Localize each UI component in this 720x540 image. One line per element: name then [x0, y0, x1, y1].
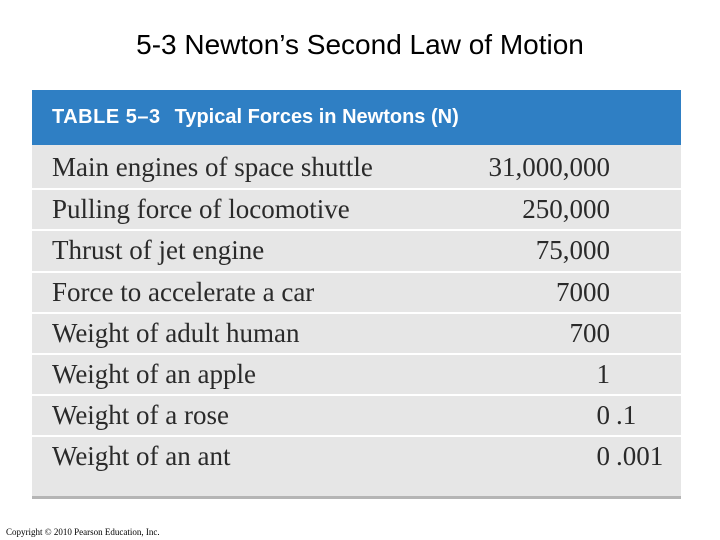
copyright-notice: Copyright © 2010 Pearson Education, Inc. [6, 527, 160, 537]
row-value: 75,000 [535, 235, 610, 266]
table-row: Weight of a rose 0 .1 [32, 394, 681, 435]
table-row: Weight of an ant 0 .001 [32, 435, 681, 476]
row-label: Weight of an apple [52, 359, 257, 390]
table-row: Main engines of space shuttle 31,000,000 [32, 147, 681, 188]
table-number: TABLE 5–3 [52, 106, 161, 128]
slide-title: 5-3 Newton’s Second Law of Motion [136, 29, 584, 60]
row-value: 7000 [556, 276, 610, 307]
table-row: Weight of an apple 1 [32, 352, 681, 394]
row-value: 250,000 [522, 194, 610, 225]
row-label: Thrust of jet engine [52, 235, 265, 266]
table-row: Force to accelerate a car 7000 [32, 270, 681, 312]
row-value: 31,000,000 [488, 152, 611, 183]
table-header: TABLE 5–3 Typical Forces in Newtons (N) [32, 90, 681, 145]
row-label: Weight of a rose [52, 400, 230, 431]
row-label: Pulling force of locomotive [52, 194, 350, 225]
table-row: Thrust of jet engine 75,000 [32, 229, 681, 270]
row-value: 0 [596, 400, 611, 431]
row-value: 0 [596, 441, 611, 472]
forces-table: TABLE 5–3 Typical Forces in Newtons (N) … [32, 90, 681, 499]
row-value-decimal: .001 [616, 441, 664, 472]
table-caption: Typical Forces in Newtons (N) [174, 106, 459, 128]
row-value: 1 [596, 359, 611, 390]
row-label: Weight of an ant [52, 441, 231, 472]
row-value: 700 [569, 317, 611, 348]
row-label: Weight of adult human [52, 317, 300, 348]
table-body: Main engines of space shuttle 31,000,000… [32, 145, 681, 477]
table-row: Weight of adult human 700 [32, 311, 681, 353]
row-label: Force to accelerate a car [52, 276, 315, 307]
table-row: Pulling force of locomotive 250,000 [32, 188, 681, 229]
row-label: Main engines of space shuttle [52, 152, 373, 183]
row-value-decimal: .1 [616, 400, 637, 431]
